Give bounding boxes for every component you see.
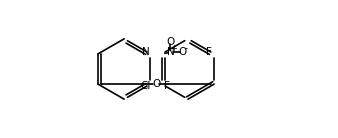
- Text: O: O: [166, 37, 175, 47]
- Text: F: F: [164, 81, 170, 91]
- Text: +: +: [170, 44, 177, 53]
- Text: N: N: [142, 47, 150, 57]
- Text: O: O: [152, 79, 160, 89]
- Text: N: N: [167, 47, 174, 57]
- Text: -: -: [184, 44, 187, 53]
- Text: O: O: [178, 47, 187, 57]
- Text: F: F: [206, 47, 212, 57]
- Text: Cl: Cl: [140, 81, 150, 91]
